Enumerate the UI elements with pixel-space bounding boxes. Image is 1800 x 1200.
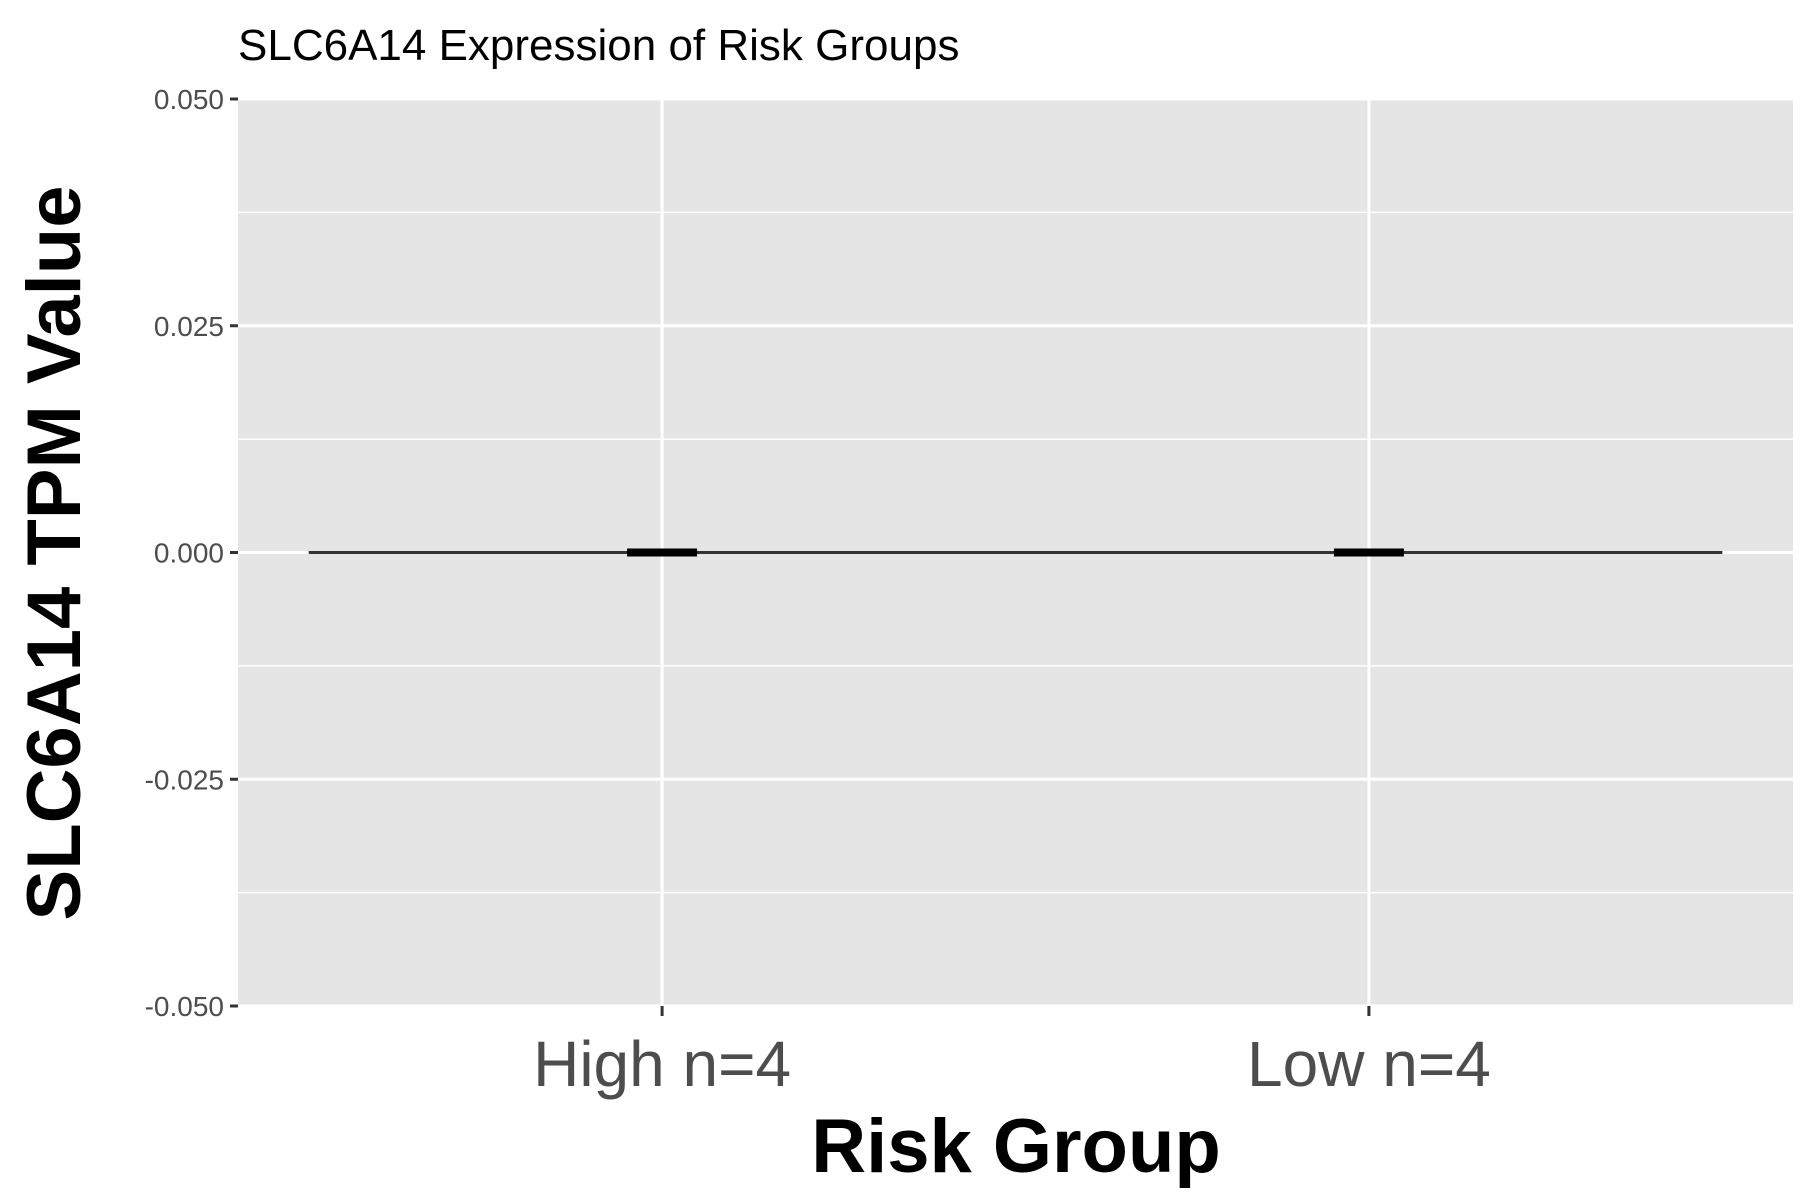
y-tick-label: 0.000 bbox=[154, 538, 224, 569]
x-tick-label: Low n=4 bbox=[1247, 1028, 1491, 1100]
y-tick-label: 0.050 bbox=[154, 84, 224, 115]
y-tick-label: 0.025 bbox=[154, 311, 224, 342]
y-tick-label: -0.050 bbox=[145, 991, 224, 1022]
x-axis: High n=4 Low n=4 bbox=[533, 1006, 1491, 1100]
x-axis-title: Risk Group bbox=[811, 1104, 1221, 1189]
chart-title: SLC6A14 Expression of Risk Groups bbox=[238, 21, 959, 70]
y-axis: 0.050 0.025 0.000 -0.025 -0.050 bbox=[145, 84, 238, 1022]
y-axis-title: SLC6A14 TPM Value bbox=[12, 186, 97, 921]
minor-gridlines bbox=[238, 211, 1793, 894]
x-tick-label: High n=4 bbox=[533, 1028, 791, 1100]
y-tick-label: -0.025 bbox=[145, 764, 224, 795]
